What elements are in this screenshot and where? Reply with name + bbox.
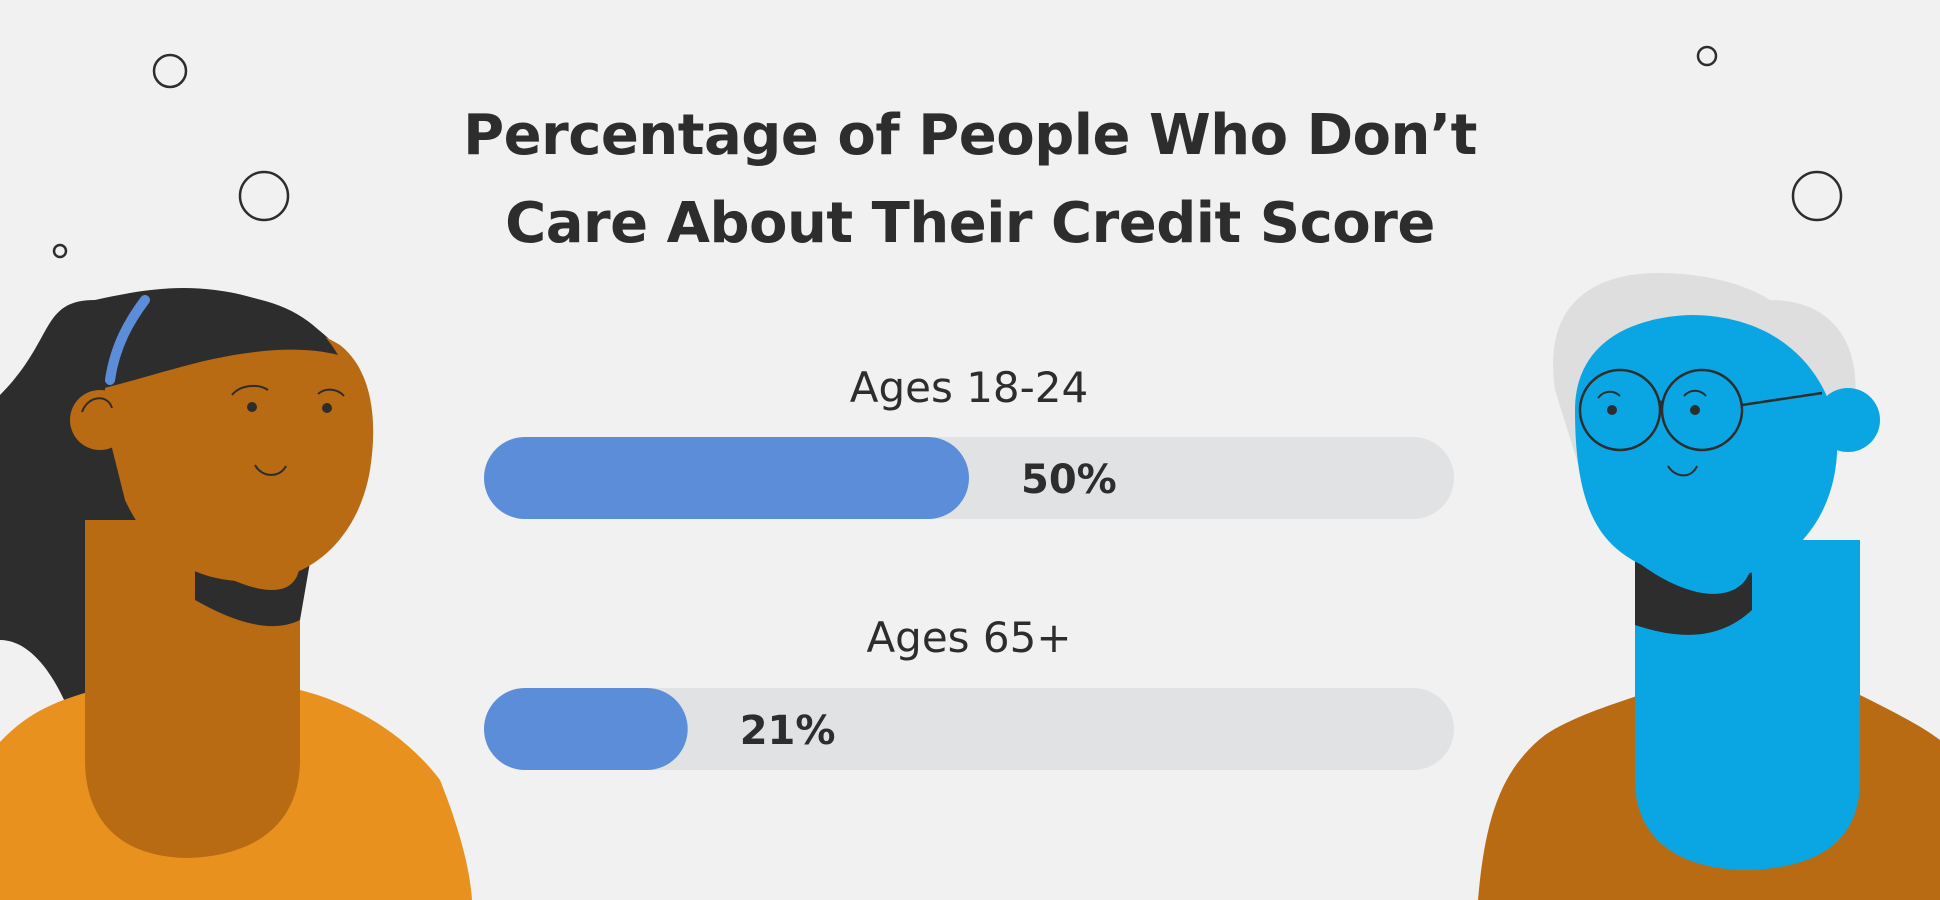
deco-circle	[52, 243, 68, 259]
value-label: 50%	[1021, 457, 1117, 503]
category-label: Ages 18-24	[850, 363, 1089, 412]
glasses-bridge	[1658, 400, 1664, 408]
left-ear-line	[81, 397, 113, 413]
title-emphasis: Don’t	[1306, 103, 1478, 168]
glasses-arm	[1741, 391, 1823, 407]
headband	[105, 295, 150, 385]
title-line-2: Care About Their Credit Score	[0, 180, 1940, 268]
right-head	[1575, 315, 1838, 579]
bar	[484, 437, 969, 519]
left-eye	[247, 402, 257, 412]
value-label: 21%	[740, 708, 836, 754]
title-text: Percentage of People Who	[463, 103, 1307, 168]
bar-track	[484, 688, 1454, 770]
deco-circle	[152, 53, 188, 89]
right-ear	[1816, 388, 1880, 452]
deco-circle	[238, 170, 290, 222]
title-line-1: Percentage of People Who Don’t	[0, 92, 1940, 180]
title-text: About Their Credit Score	[647, 191, 1436, 256]
glasses-lens	[1578, 368, 1662, 452]
title-emphasis: Care	[505, 191, 648, 256]
bar	[484, 688, 688, 770]
chart-title: Percentage of People Who Don’t Care Abou…	[0, 92, 1940, 268]
left-hair-top	[95, 294, 338, 390]
right-brow	[1597, 390, 1621, 399]
right-eye	[1690, 405, 1700, 415]
glasses-lens	[1660, 368, 1744, 452]
left-head	[104, 317, 374, 582]
right-smile	[1667, 465, 1698, 477]
deco-circle	[1791, 170, 1843, 222]
deco-circle	[1696, 45, 1718, 67]
right-brow	[1683, 389, 1707, 397]
right-eye	[1607, 405, 1617, 415]
left-smile	[254, 464, 287, 476]
right-neck-shade	[1635, 560, 1752, 635]
left-brow	[317, 388, 345, 397]
category-label: Ages 65+	[866, 613, 1071, 662]
left-brow	[231, 384, 269, 396]
left-eye	[322, 403, 332, 413]
